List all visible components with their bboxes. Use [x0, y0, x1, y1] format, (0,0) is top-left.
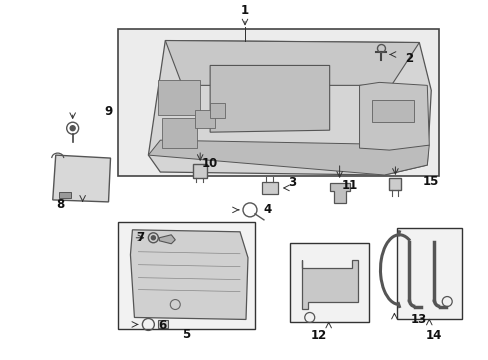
Polygon shape — [130, 230, 247, 319]
Text: 12: 12 — [310, 329, 326, 342]
Text: 5: 5 — [182, 328, 190, 341]
Bar — [388, 178, 401, 190]
Bar — [262, 182, 277, 194]
Text: 7: 7 — [136, 231, 144, 244]
Polygon shape — [148, 41, 430, 175]
Bar — [210, 103, 224, 118]
Bar — [289, 243, 368, 323]
Bar — [193, 164, 207, 178]
Polygon shape — [359, 82, 428, 150]
Polygon shape — [210, 66, 329, 132]
Text: 3: 3 — [287, 176, 295, 189]
Text: 10: 10 — [202, 157, 218, 170]
Polygon shape — [148, 140, 428, 175]
Bar — [195, 110, 215, 128]
Text: 8: 8 — [57, 198, 65, 211]
Polygon shape — [329, 183, 349, 203]
Text: 11: 11 — [341, 180, 357, 193]
Bar — [158, 320, 168, 328]
Polygon shape — [159, 235, 175, 244]
Bar — [397, 228, 461, 319]
Polygon shape — [53, 155, 110, 202]
Bar — [162, 118, 197, 148]
Text: 1: 1 — [241, 4, 248, 17]
Circle shape — [70, 126, 75, 131]
Polygon shape — [371, 100, 413, 122]
Text: 4: 4 — [263, 203, 271, 216]
Text: 13: 13 — [409, 313, 426, 326]
Bar — [118, 222, 254, 329]
Text: 6: 6 — [158, 319, 166, 332]
Text: 15: 15 — [422, 175, 439, 189]
Text: 14: 14 — [425, 329, 442, 342]
Text: 2: 2 — [405, 52, 412, 65]
Circle shape — [151, 236, 155, 240]
Bar — [158, 80, 200, 115]
Polygon shape — [301, 260, 357, 310]
Bar — [118, 28, 438, 176]
Polygon shape — [165, 41, 419, 85]
Text: 9: 9 — [104, 105, 112, 118]
Polygon shape — [59, 192, 71, 198]
